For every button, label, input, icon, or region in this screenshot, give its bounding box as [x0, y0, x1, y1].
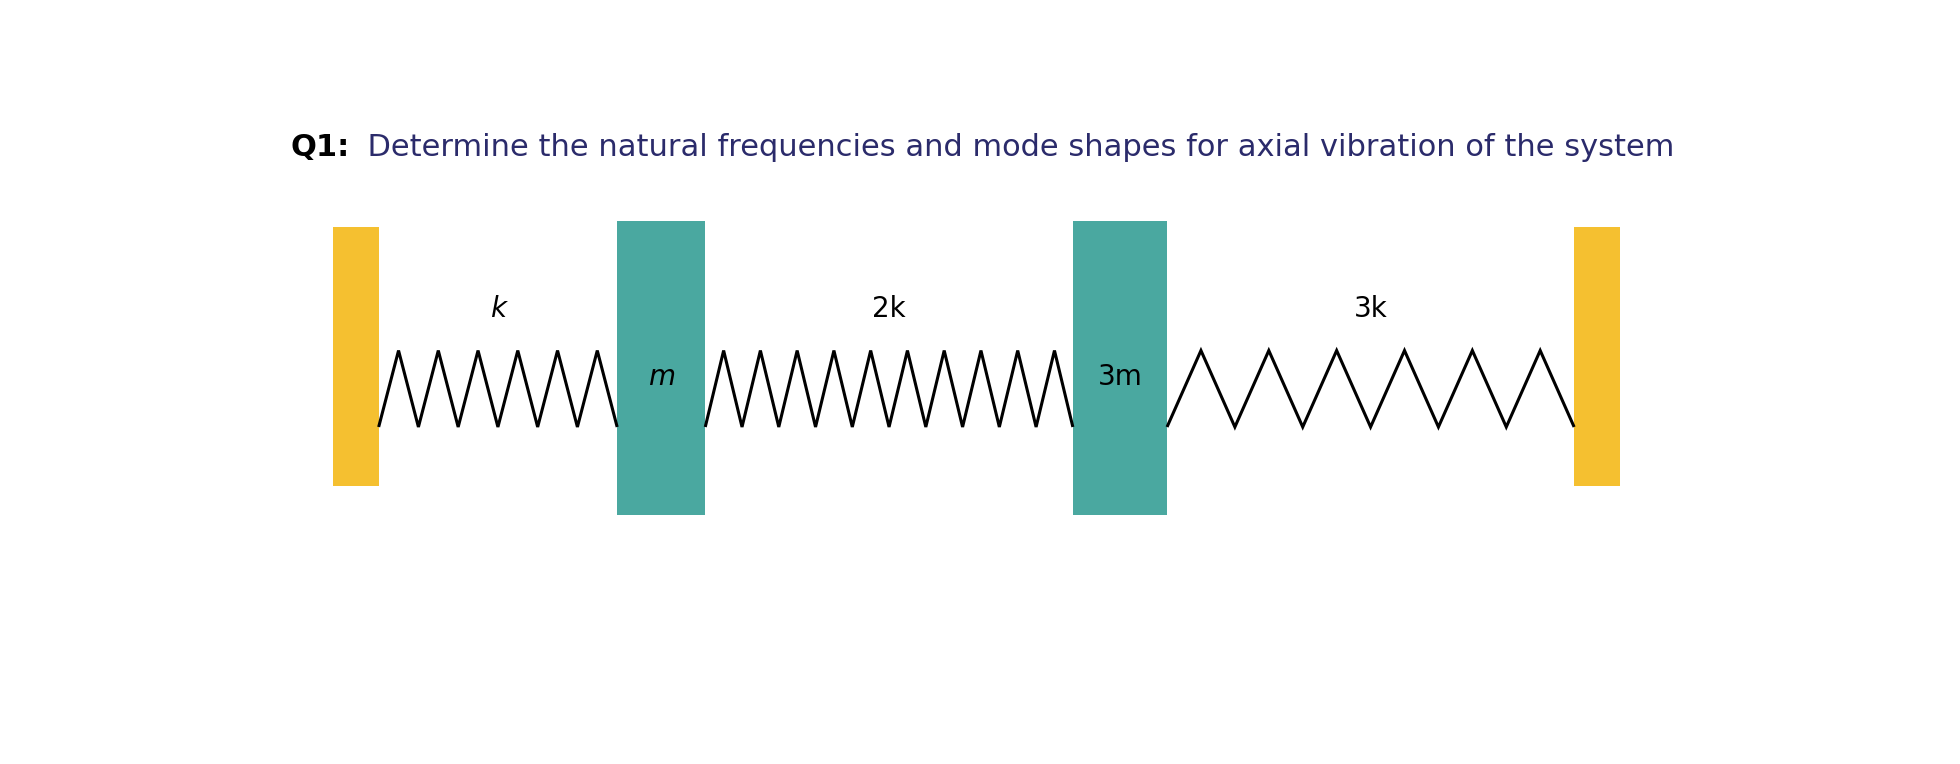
Text: 3m: 3m [1098, 363, 1143, 391]
Text: Q1:: Q1: [290, 133, 349, 162]
Bar [617, 221, 706, 515]
Text: m: m [647, 363, 674, 391]
Bar [1072, 221, 1166, 515]
Bar [333, 227, 378, 486]
Text: k: k [490, 296, 506, 323]
Bar [1574, 227, 1619, 486]
Text: Determine the natural frequencies and mode shapes for axial vibration of the sys: Determine the natural frequencies and mo… [349, 133, 1674, 162]
Text: 3k: 3k [1354, 296, 1388, 323]
Text: 2k: 2k [872, 296, 906, 323]
